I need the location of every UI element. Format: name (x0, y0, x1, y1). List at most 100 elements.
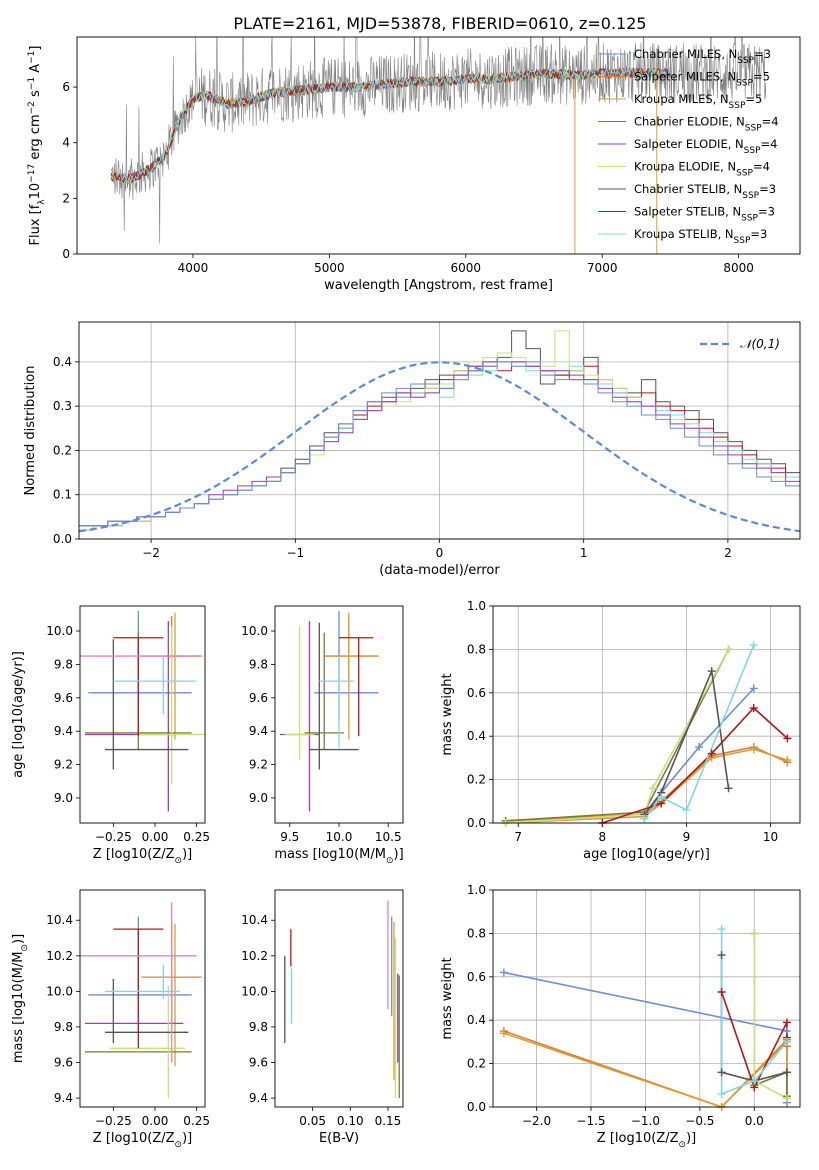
weight-line (505, 649, 730, 822)
mass-vs-metallicity-panel: −0.25 0.00 0.25 9.4 9.6 9.8 10.0 10.2 10.4 Z [log… (11, 889, 210, 1150)
axes-frame (492, 889, 801, 1108)
weight-line (643, 668, 730, 815)
x-tick-label: 10.0 (326, 830, 353, 844)
plot-area (110, 37, 767, 254)
legend-label: Kroupa STELIB, NSSP=3 (634, 227, 767, 246)
y-axis-label: mass weight (440, 957, 455, 1039)
y-tick-label: 9.4 (249, 724, 268, 738)
x-axis-label: E(B-V) (319, 1131, 359, 1146)
x-tick-label: 9 (683, 830, 691, 844)
plot-area (80, 902, 202, 1099)
model-line (110, 67, 671, 184)
y-tick-label: 0.6 (467, 686, 486, 700)
plus-marker (707, 667, 716, 676)
x-tick-label: −1 (286, 546, 304, 560)
mass-vs-extinction-panel: 0.05 0.10 0.15 9.4 9.6 9.8 10.0 10.2 10.4 E(B-V) (241, 889, 404, 1146)
y-tick-label: 10.0 (241, 984, 268, 998)
x-tick-label: 9.5 (280, 830, 299, 844)
y-tick-label: 10.0 (46, 984, 73, 998)
axes-frame (274, 889, 404, 1108)
y-tick-label: 10.0 (241, 624, 268, 638)
normal-curve (79, 361, 800, 533)
y-tick-label: 1.0 (467, 883, 486, 897)
x-tick-label: 4000 (178, 261, 209, 275)
histogram-step (79, 361, 800, 527)
axes-frame (274, 605, 404, 824)
x-axis-label: mass [log10(M/M⊙)] (274, 847, 403, 866)
plus-marker (717, 951, 726, 960)
plus-marker (749, 703, 758, 712)
y-tick-label: 0.4 (467, 1013, 486, 1027)
y-tick-label: 10.4 (46, 913, 73, 927)
legend-label: Kroupa MILES, NSSP=5 (634, 92, 762, 111)
y-tick-label: 0.0 (467, 816, 486, 830)
x-tick-label: 8 (599, 830, 607, 844)
weight-line (602, 706, 788, 823)
y-tick-label: 9.8 (249, 657, 268, 671)
x-tick-label: 8000 (723, 261, 754, 275)
x-tick-label: 2 (724, 546, 732, 560)
plus-marker (783, 756, 792, 765)
age-vs-metallicity-panel: −0.25 0.00 0.25 9.0 9.2 9.4 9.6 9.8 10.0 Z [log10… (11, 605, 210, 866)
plus-marker (640, 814, 649, 823)
legend-label: Salpeter ELODIE, NSSP=4 (634, 137, 777, 156)
plus-marker (717, 1068, 726, 1077)
y-axis-label: Flux [fλ10−17 erg cm−2 s−1 A−1] (27, 46, 47, 246)
x-tick-label: −0.25 (95, 1114, 132, 1128)
y-tick-label: 9.6 (249, 1056, 268, 1070)
plus-marker (782, 1018, 791, 1027)
legend-label: Kroupa ELODIE, NSSP=4 (634, 160, 770, 179)
plus-marker (782, 1068, 791, 1077)
figure-title: PLATE=2161, MJD=53878, FIBERID=0610, z=0… (233, 14, 646, 33)
x-tick-label: −1.5 (576, 1114, 605, 1128)
axes-frame (79, 605, 206, 824)
y-axis-label: Normed distribution (23, 366, 38, 496)
y-tick-label: 0.6 (467, 970, 486, 984)
plot-area (279, 611, 379, 812)
plus-marker (782, 1094, 791, 1103)
y-tick-label: 9.4 (54, 724, 73, 738)
y-tick-label: 10.4 (241, 913, 268, 927)
residual-histogram-panel: −2 −1 0 1 2 0.0 0.1 0.2 0.3 0.4 (data-model)/error… (23, 321, 801, 578)
plus-marker (695, 743, 704, 752)
plus-marker (682, 805, 691, 814)
y-tick-label: 10.2 (46, 949, 73, 963)
legend-label: Salpeter STELIB, NSSP=3 (634, 205, 775, 224)
x-tick-label: 5000 (314, 261, 345, 275)
mass-weight-vs-age-panel: 7 8 9 10 0.0 0.2 0.4 0.6 0.8 1.0 age [log10(age/yr… (440, 599, 801, 862)
y-tick-label: 1.0 (467, 599, 486, 613)
plus-marker (749, 745, 758, 754)
x-axis-label: Z [log10(Z/Z⊙)] (597, 1131, 696, 1150)
plus-marker (724, 784, 733, 793)
y-axis-label: age [log10(age/yr)] (11, 651, 26, 778)
y-tick-label: 9.6 (249, 691, 268, 705)
x-tick-label: 0.25 (183, 830, 210, 844)
x-tick-label: 0.10 (337, 1114, 364, 1128)
weight-line (643, 644, 755, 820)
legend-label: Chabrier STELIB, NSSP=3 (634, 182, 776, 201)
plot-area (80, 611, 205, 812)
x-tick-label: 7000 (587, 261, 618, 275)
plus-marker (499, 968, 508, 977)
x-tick-label: 10.5 (375, 830, 402, 844)
y-tick-label: 9.6 (54, 691, 73, 705)
y-tick-label: 0.3 (53, 399, 72, 413)
axes-frame (492, 605, 801, 824)
plus-marker (750, 1076, 759, 1085)
weight-line (753, 933, 788, 1097)
y-tick-label: 0.0 (467, 1100, 486, 1114)
weight-line (505, 649, 730, 823)
x-tick-label: 0.15 (375, 1114, 402, 1128)
spectrum-panel: 4000 5000 6000 7000 8000 0 2 4 6 wavelength [Angs… (27, 36, 801, 293)
x-tick-label: 0.00 (142, 830, 169, 844)
y-tick-label: 9.8 (54, 657, 73, 671)
mass-weight-vs-metallicity-panel: −2.0 −1.5 −1.0 −0.5 0.0 0.0 0.2 0.4 0.6 0.8 1.0 Z [… (440, 883, 801, 1150)
plus-marker (657, 792, 666, 801)
plus-marker (707, 749, 716, 758)
plus-marker (717, 987, 726, 996)
y-tick-label: 10.0 (46, 624, 73, 638)
y-tick-label: 0.0 (53, 532, 72, 546)
y-tick-label: 6 (62, 80, 70, 94)
weight-line (505, 748, 788, 823)
plus-marker (783, 734, 792, 743)
